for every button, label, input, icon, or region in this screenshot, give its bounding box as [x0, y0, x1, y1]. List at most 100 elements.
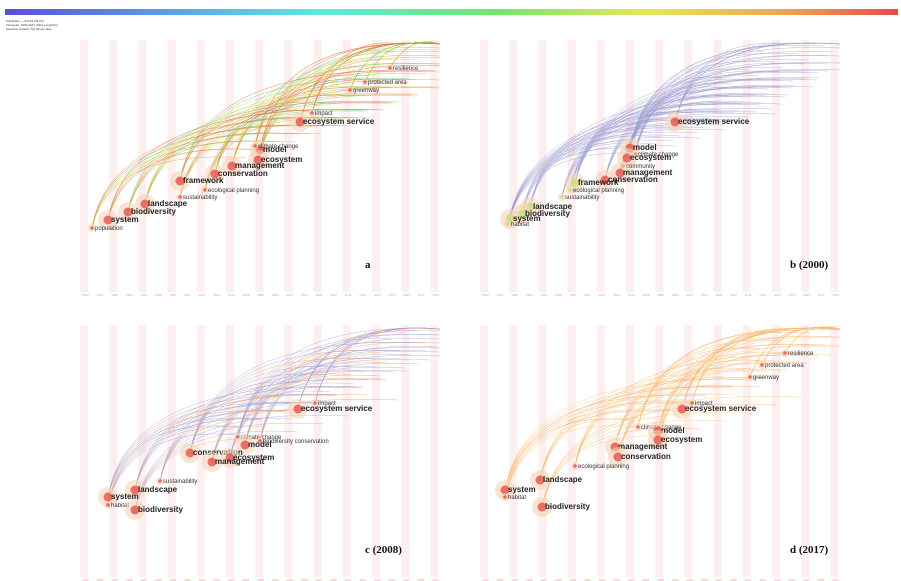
keyword-label: model [633, 143, 657, 152]
link-arc [189, 365, 351, 454]
year-label: 2002 [613, 578, 620, 581]
keyword-label: landscape [138, 485, 178, 494]
keyword-label: biodiversity [545, 502, 590, 511]
year-label: 2009 [716, 293, 723, 297]
link-arc [529, 104, 761, 208]
link-arc [179, 85, 386, 182]
year-stripe [430, 325, 439, 577]
node-core [207, 457, 217, 467]
year-stripe [196, 40, 205, 292]
year-label: 2007 [686, 578, 693, 581]
node-core [600, 175, 610, 185]
keyword-label: landscape [533, 202, 573, 211]
year-label: 2015 [803, 578, 810, 581]
year-label: 2000 [184, 578, 191, 581]
year-label: 2012 [759, 578, 766, 581]
link-arc [507, 121, 751, 225]
year-label: 2008 [301, 578, 308, 581]
year-label: 2002 [213, 578, 220, 581]
link-arc [259, 353, 413, 442]
year-label: 2004 [643, 293, 650, 297]
link-arc [259, 361, 388, 442]
year-label: 1994 [497, 578, 504, 581]
keyword-label: biodiversity [525, 209, 570, 218]
keyword-label: biodiversity conservation [263, 439, 329, 445]
year-stripe [713, 40, 722, 292]
link-arc [257, 80, 402, 161]
year-label: 2012 [759, 293, 766, 297]
keyword-label: ecological planning [208, 188, 259, 194]
link-arc [541, 419, 727, 508]
year-stripe [138, 40, 147, 292]
link-arc [617, 369, 783, 458]
year-stripe [538, 325, 547, 577]
year-label: 2013 [374, 578, 381, 581]
keyword-label: greenway [353, 88, 379, 94]
year-stripe [284, 40, 293, 292]
year-label: 2007 [286, 578, 293, 581]
link-arc [634, 58, 809, 155]
year-label: 2017 [832, 293, 839, 297]
link-arc [521, 103, 782, 215]
year-stripe [167, 40, 176, 292]
panel: 1993 1994 1995 1996 1997 1998 1999 2000 2001 2002… [480, 40, 841, 297]
year-stripe [830, 325, 839, 577]
keyword-label: climate change [258, 144, 299, 150]
year-label: 2016 [418, 578, 425, 581]
link-arc [204, 87, 440, 191]
node-core [748, 375, 752, 379]
node-core [240, 440, 250, 450]
year-label: 2011 [345, 578, 352, 581]
keyword-label: management [215, 457, 265, 466]
keyword-label: ecosystem service [303, 117, 375, 126]
link-arc [574, 362, 794, 467]
year-label: 2015 [803, 293, 810, 297]
link-arc [179, 78, 411, 182]
link-arc [561, 94, 789, 198]
year-label: 2014 [389, 578, 396, 581]
year-label: 2012 [359, 578, 366, 581]
year-stripe [801, 325, 810, 577]
panel-label: d (2017) [790, 544, 829, 556]
node-core [295, 117, 305, 127]
keyword-label: population [95, 226, 123, 232]
year-label: 2014 [389, 293, 396, 297]
node-core [175, 176, 185, 186]
year-label: 2000 [184, 293, 191, 297]
year-stripe [684, 40, 693, 292]
year-label: 2006 [272, 293, 279, 297]
node-core [500, 485, 510, 495]
link-arc [91, 132, 322, 229]
link-arc [389, 41, 441, 69]
node-core [310, 111, 314, 115]
link-arc [504, 386, 761, 498]
node-core [570, 178, 580, 188]
link-arc [507, 113, 776, 225]
link-arc [617, 361, 808, 458]
year-label: 2013 [774, 578, 781, 581]
year-label: 2016 [418, 293, 425, 297]
link-arc [91, 156, 247, 229]
link-arc [507, 136, 701, 225]
keyword-label: landscape [543, 475, 583, 484]
link-arc [107, 140, 284, 221]
node-core [573, 464, 577, 468]
link-arc [189, 373, 326, 454]
link-arc [539, 400, 688, 481]
node-core [158, 479, 162, 483]
keyword-label: ecosystem service [301, 404, 373, 413]
year-stripe [80, 40, 89, 292]
node-core [636, 425, 640, 429]
link-arc [107, 386, 364, 498]
link-arc [107, 394, 339, 498]
node-core [615, 168, 625, 178]
link-arc [91, 125, 347, 229]
link-arc [614, 351, 801, 448]
node-core [363, 80, 367, 84]
year-label: 1994 [97, 578, 104, 581]
link-arc [107, 402, 343, 506]
year-label: 2010 [730, 293, 737, 297]
year-stripe [742, 40, 751, 292]
keyword-label: management [618, 442, 668, 451]
year-label: 2004 [243, 293, 250, 297]
